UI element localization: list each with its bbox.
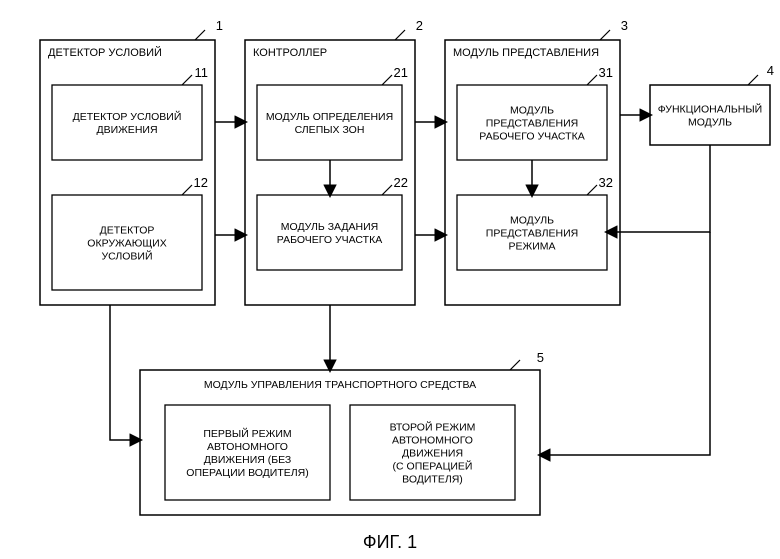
block-3-title: МОДУЛЬ ПРЕДСТАВЛЕНИЯ (453, 47, 599, 59)
inner-32-text-line1: ПРЕДСТАВЛЕНИЯ (486, 228, 578, 240)
block-4-text-line1: МОДУЛЬ (688, 117, 732, 129)
num-3: 3 (621, 18, 628, 33)
num-1: 1 (216, 18, 223, 33)
num-22: 22 (394, 175, 408, 190)
num-2: 2 (416, 18, 423, 33)
figure-label: ФИГ. 1 (363, 532, 417, 552)
inner-51-text-line1: АВТОНОМНОГО (207, 441, 288, 453)
inner-31-text-line1: ПРЕДСТАВЛЕНИЯ (486, 118, 578, 130)
arrow (607, 145, 710, 232)
inner-12-text-line0: ДЕТЕКТОР (100, 225, 155, 237)
num-21: 21 (394, 65, 408, 80)
num-4: 4 (767, 63, 774, 78)
inner-51-text-line0: ПЕРВЫЙ РЕЖИМ (203, 427, 291, 440)
inner-12-text-line1: ОКРУЖАЮЩИХ (87, 238, 166, 250)
inner-52-text-line1: АВТОНОМНОГО (392, 435, 473, 447)
num-32: 32 (599, 175, 613, 190)
inner-31-text-line2: РАБОЧЕГО УЧАСТКА (479, 131, 584, 143)
num-11: 11 (195, 65, 209, 80)
inner-52-text-line0: ВТОРОЙ РЕЖИМ (390, 421, 476, 434)
inner-51-text-line2: ДВИЖЕНИЯ (БЕЗ (204, 454, 292, 466)
inner-11-text-line0: ДЕТЕКТОР УСЛОВИЙ (73, 110, 182, 123)
num-31: 31 (599, 65, 613, 80)
inner-22-text-line1: РАБОЧЕГО УЧАСТКА (277, 234, 382, 246)
inner-51-text-line3: ОПЕРАЦИИ ВОДИТЕЛЯ) (186, 467, 308, 479)
num-12: 12 (194, 175, 208, 190)
inner-21-text-line0: МОДУЛЬ ОПРЕДЕЛЕНИЯ (266, 111, 393, 123)
block-5-title: МОДУЛЬ УПРАВЛЕНИЯ ТРАНСПОРТНОГО СРЕДСТВА (204, 379, 476, 391)
inner-11-text-line1: ДВИЖЕНИЯ (96, 124, 157, 136)
arrow (540, 232, 710, 455)
inner-31-text-line0: МОДУЛЬ (510, 105, 554, 117)
inner-52-text-line4: ВОДИТЕЛЯ) (402, 474, 463, 486)
num-5: 5 (537, 350, 544, 365)
inner-12-text-line2: УСЛОВИЙ (101, 250, 152, 263)
inner-52-text-line2: ДВИЖЕНИЯ (402, 448, 463, 460)
block-5 (140, 370, 540, 515)
inner-32-text-line0: МОДУЛЬ (510, 215, 554, 227)
arrow (110, 305, 140, 440)
inner-52-text-line3: (С ОПЕРАЦИЕЙ (393, 460, 473, 473)
inner-32-text-line2: РЕЖИМА (509, 241, 556, 253)
block-1-title: ДЕТЕКТОР УСЛОВИЙ (48, 46, 162, 59)
inner-21-text-line1: СЛЕПЫХ ЗОН (295, 124, 365, 136)
inner-22-text-line0: МОДУЛЬ ЗАДАНИЯ (281, 221, 378, 233)
block-1 (40, 40, 215, 305)
block-2-title: КОНТРОЛЛЕР (253, 47, 327, 59)
block-4-text-line0: ФУНКЦИОНАЛЬНЫЙ (658, 103, 762, 116)
